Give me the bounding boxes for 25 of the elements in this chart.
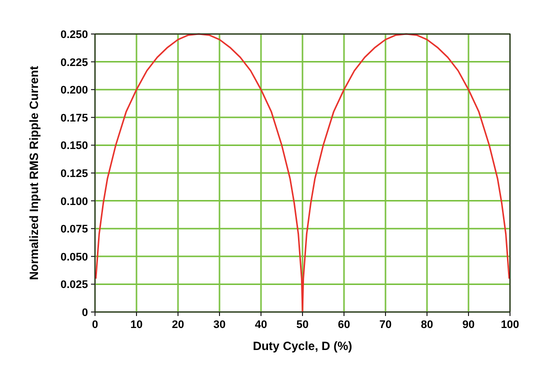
x-tick-label: 90 (462, 319, 475, 331)
y-tick-label: 0.100 (60, 196, 88, 208)
x-tick-label: 0 (92, 319, 98, 331)
x-axis-title: Duty Cycle, D (%) (252, 339, 352, 353)
y-tick-label: 0.050 (60, 251, 88, 264)
y-axis-title: Normalized Input RMS Ripple Current (27, 66, 41, 280)
y-tick-label: 0.200 (60, 84, 88, 97)
y-tick-label: 0.150 (60, 140, 88, 152)
x-tick-label: 70 (379, 319, 392, 331)
x-tick-label: 10 (130, 319, 143, 331)
y-tick-label: 0.175 (60, 112, 88, 124)
y-tick-label: 0.225 (60, 56, 88, 69)
x-tick-label: 80 (420, 319, 434, 331)
line-series (95, 33, 510, 313)
x-tick-label: 50 (296, 319, 309, 331)
y-tick-label: 0.025 (60, 279, 88, 292)
y-tick-label: 0.125 (60, 168, 88, 180)
x-tick-label: 30 (213, 319, 226, 331)
y-tick-label: 0 (82, 307, 88, 319)
y-tick-label: 0.075 (60, 224, 88, 236)
x-tick-label: 100 (500, 319, 520, 331)
x-tick-label: 60 (338, 319, 350, 331)
y-tick-label: 0.250 (60, 29, 88, 41)
x-tick-label: 40 (254, 319, 268, 331)
x-tick-label: 20 (172, 319, 184, 331)
